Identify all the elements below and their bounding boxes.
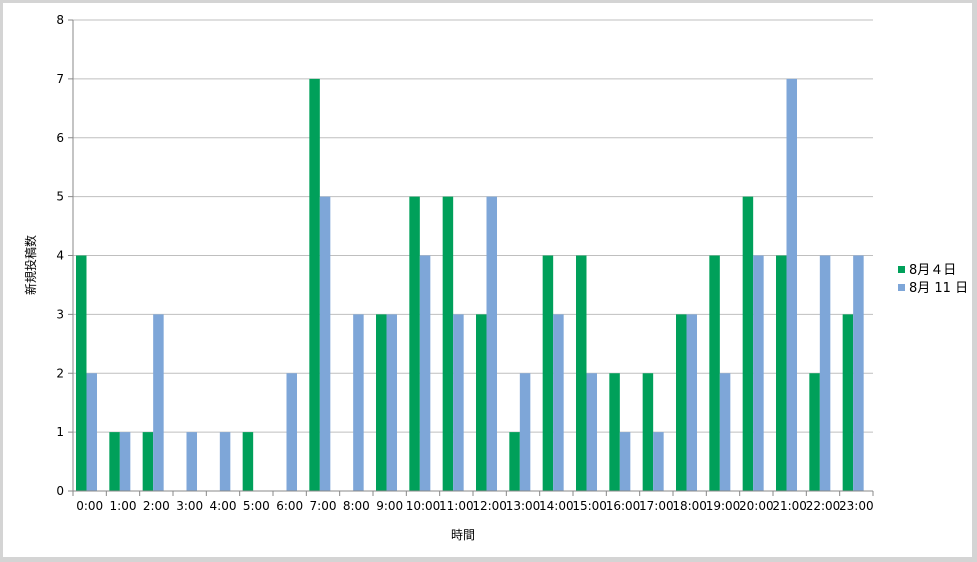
y-tick-labels: 0 1 2 3 4 5 6 7 8 — [56, 13, 64, 498]
bar — [409, 196, 420, 491]
bar — [386, 314, 397, 491]
x-tick-label: 1:00 — [110, 499, 137, 513]
bar — [486, 196, 497, 491]
bar — [719, 373, 731, 491]
bar — [576, 255, 587, 491]
legend-swatch — [898, 284, 905, 291]
x-axis-title: 時間 — [451, 528, 475, 542]
bar — [219, 432, 231, 491]
bar — [419, 255, 431, 491]
y-tick-label: 6 — [56, 131, 64, 145]
bar — [309, 78, 320, 491]
bar — [753, 255, 764, 491]
legend-label: 8月４日 — [909, 263, 956, 278]
bar — [242, 432, 254, 491]
x-tick-label: 13:00 — [506, 499, 541, 513]
bar — [619, 432, 631, 491]
x-tick-label: 8:00 — [343, 499, 370, 513]
y-tick-label: 5 — [56, 190, 64, 204]
y-tick-label: 7 — [56, 72, 64, 86]
y-tick-label: 3 — [56, 307, 64, 321]
legend: 8月４日 8月 11 日 — [898, 263, 968, 296]
bar — [519, 373, 531, 491]
y-tick-label: 1 — [56, 425, 64, 439]
bar — [186, 432, 197, 491]
bar — [119, 432, 131, 491]
bar — [153, 314, 164, 491]
x-tick-label: 2:00 — [143, 499, 170, 513]
x-tick-label: 12:00 — [472, 499, 507, 513]
x-tick-label: 6:00 — [276, 499, 303, 513]
bars-group — [76, 78, 864, 491]
x-tick-label: 19:00 — [706, 499, 741, 513]
bar — [842, 314, 854, 491]
bar — [709, 255, 720, 491]
x-tick-label: 4:00 — [210, 499, 237, 513]
bar — [742, 196, 754, 491]
x-tick-label: 10:00 — [406, 499, 441, 513]
bar — [509, 432, 520, 491]
x-tick-label: 15:00 — [572, 499, 607, 513]
bar — [586, 373, 597, 491]
x-tick-label: 11:00 — [439, 499, 474, 513]
x-tick-label: 5:00 — [243, 499, 270, 513]
y-tick-label: 2 — [56, 366, 64, 380]
y-axis-title: 新規投稿数 — [23, 235, 38, 295]
bar — [476, 314, 487, 491]
bar — [786, 78, 797, 491]
x-tick-label: 16:00 — [606, 499, 641, 513]
x-tick-label: 22:00 — [806, 499, 841, 513]
bar — [686, 314, 697, 491]
bar — [542, 255, 554, 491]
bar — [353, 314, 364, 491]
chart-frame: 0 1 2 3 4 5 6 7 8 0:00 1:00 2:00 3:00 4:00 5:00 6:00 7:… — [3, 3, 972, 557]
x-tick-label: 9:00 — [376, 499, 403, 513]
bar — [76, 255, 87, 491]
x-tick-label: 18:00 — [672, 499, 707, 513]
x-tick-label: 3:00 — [176, 499, 203, 513]
bar — [142, 432, 154, 491]
bar — [853, 255, 864, 491]
bar — [442, 196, 454, 491]
legend-swatch — [898, 266, 905, 273]
bar — [376, 314, 387, 491]
bar — [676, 314, 687, 491]
x-tick-labels: 0:00 1:00 2:00 3:00 4:00 5:00 6:00 7:00 8:00 9:00… — [76, 499, 873, 513]
x-tick-label: 14:00 — [539, 499, 574, 513]
bar-chart: 0 1 2 3 4 5 6 7 8 0:00 1:00 2:00 3:00 4:00 5:00 6:00 7:… — [23, 13, 968, 542]
y-tick-label: 8 — [56, 13, 64, 27]
bar — [609, 373, 620, 491]
bar — [109, 432, 120, 491]
axes — [72, 20, 874, 496]
bar — [776, 255, 787, 491]
x-tick-label: 17:00 — [639, 499, 674, 513]
y-tick-label: 0 — [56, 484, 64, 498]
bar — [453, 314, 464, 491]
x-tick-label: 21:00 — [772, 499, 807, 513]
bar — [86, 373, 97, 491]
x-tick-label: 0:00 — [76, 499, 103, 513]
bar — [286, 373, 297, 491]
x-tick-label: 7:00 — [310, 499, 337, 513]
x-tick-label: 23:00 — [839, 499, 874, 513]
bar — [653, 432, 664, 491]
bar — [809, 373, 820, 491]
x-tick-label: 20:00 — [739, 499, 774, 513]
bar — [819, 255, 831, 491]
bar — [642, 373, 654, 491]
y-tick-label: 4 — [56, 249, 64, 263]
gridlines — [68, 19, 873, 492]
bar — [553, 314, 564, 491]
legend-label: 8月 11 日 — [909, 281, 968, 296]
bar — [319, 196, 331, 491]
